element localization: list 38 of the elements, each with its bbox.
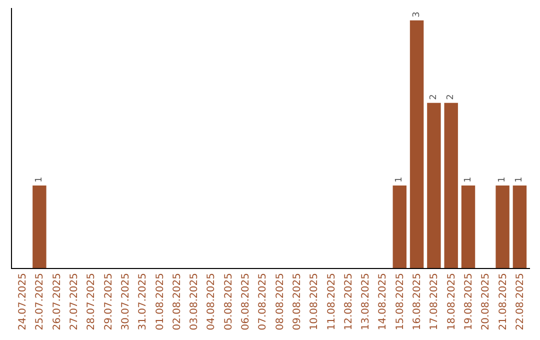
- data-label: 1: [394, 176, 405, 182]
- x-tick-label: 14.08.2025: [378, 273, 389, 330]
- data-label: 1: [498, 176, 508, 182]
- x-tick-label: 26.07.2025: [52, 273, 63, 330]
- x-tick-label: 28.07.2025: [86, 273, 98, 330]
- x-tick-label: 04.08.2025: [206, 273, 218, 330]
- data-label: 1: [514, 176, 525, 182]
- x-tick-label: 03.08.2025: [189, 273, 200, 330]
- x-tick-label: 20.08.2025: [480, 273, 492, 330]
- x-tick-label: 05.08.2025: [223, 273, 234, 330]
- x-tick-label: 22.08.2025: [514, 273, 526, 330]
- x-tick-label: 19.08.2025: [464, 273, 474, 330]
- x-tick-label: 29.07.2025: [103, 273, 114, 330]
- x-tick-label: 06.08.2025: [240, 273, 252, 330]
- data-label: 3: [412, 12, 422, 18]
- x-tick-label: 16.08.2025: [412, 273, 424, 330]
- data-label: 2: [428, 94, 439, 100]
- data-label: 1: [34, 176, 44, 182]
- x-tick-label: 12.08.2025: [343, 273, 354, 330]
- x-tick-label: 02.08.2025: [172, 273, 183, 330]
- x-tick-label: 30.07.2025: [120, 273, 132, 330]
- x-tick-label: 17.08.2025: [429, 273, 440, 330]
- x-tick-label: 01.08.2025: [154, 273, 166, 330]
- x-tick-label: 15.08.2025: [394, 273, 406, 330]
- data-label: 2: [446, 94, 456, 100]
- x-tick-label: 18.08.2025: [446, 273, 458, 330]
- x-tick-label: 07.08.2025: [258, 273, 269, 330]
- x-tick-label: 09.08.2025: [292, 273, 303, 330]
- x-tick-label: 13.08.2025: [360, 273, 372, 330]
- x-tick-label: 10.08.2025: [309, 273, 320, 330]
- x-tick-label: 08.08.2025: [274, 273, 286, 330]
- x-tick-label: 31.07.2025: [138, 273, 149, 330]
- x-tick-label: 27.07.2025: [69, 273, 80, 330]
- x-tick-label: 25.07.2025: [34, 273, 46, 330]
- x-tick-label: 21.08.2025: [498, 273, 509, 330]
- x-tick-label: 24.07.2025: [18, 273, 29, 330]
- x-tick-label: 11.08.2025: [326, 273, 338, 330]
- data-label: 1: [463, 176, 474, 182]
